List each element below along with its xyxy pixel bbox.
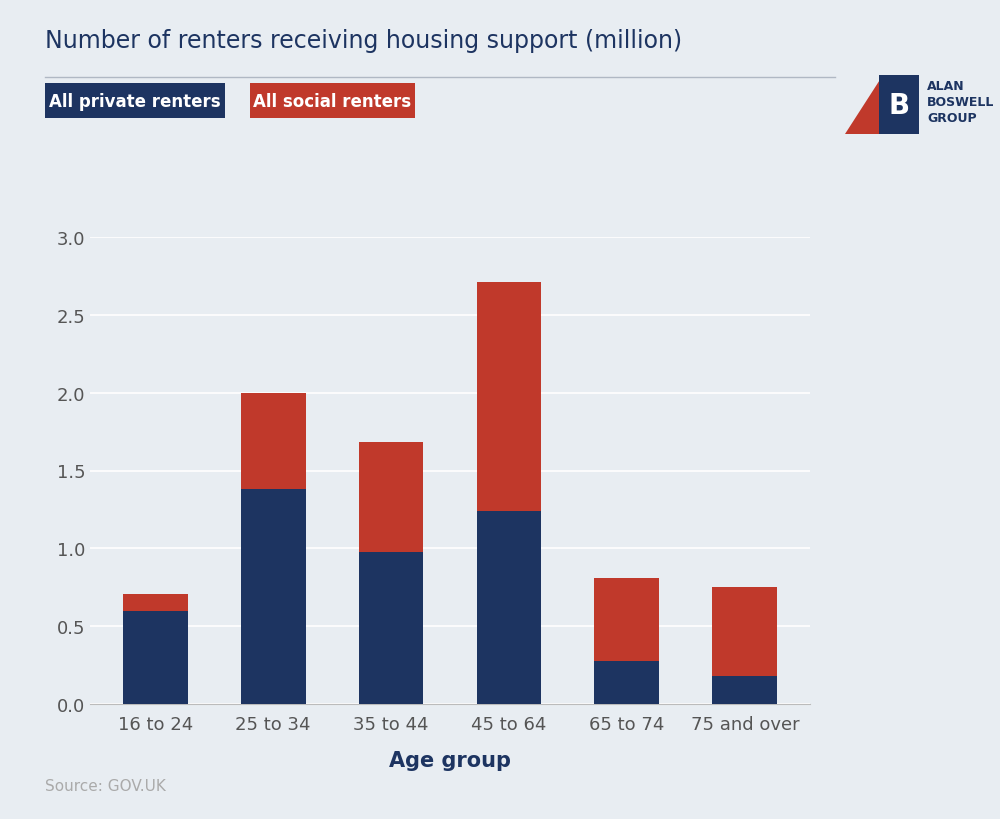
- Bar: [477, 283, 541, 511]
- Bar: [477, 511, 541, 704]
- Bar: [594, 661, 659, 704]
- Bar: [359, 552, 423, 704]
- Bar: [123, 611, 188, 704]
- Text: B: B: [888, 92, 910, 120]
- Text: Number of renters receiving housing support (million): Number of renters receiving housing supp…: [45, 29, 682, 52]
- X-axis label: Age group: Age group: [389, 750, 511, 770]
- Text: All private renters: All private renters: [49, 93, 221, 111]
- Text: Source: GOV.UK: Source: GOV.UK: [45, 778, 166, 793]
- Text: ALAN
BOSWELL
GROUP: ALAN BOSWELL GROUP: [927, 80, 994, 124]
- Bar: [241, 490, 306, 704]
- Bar: [359, 443, 423, 552]
- Bar: [241, 393, 306, 490]
- Bar: [712, 588, 777, 676]
- Bar: [712, 676, 777, 704]
- Bar: [594, 578, 659, 661]
- Text: All social renters: All social renters: [253, 93, 412, 111]
- Bar: [123, 594, 188, 611]
